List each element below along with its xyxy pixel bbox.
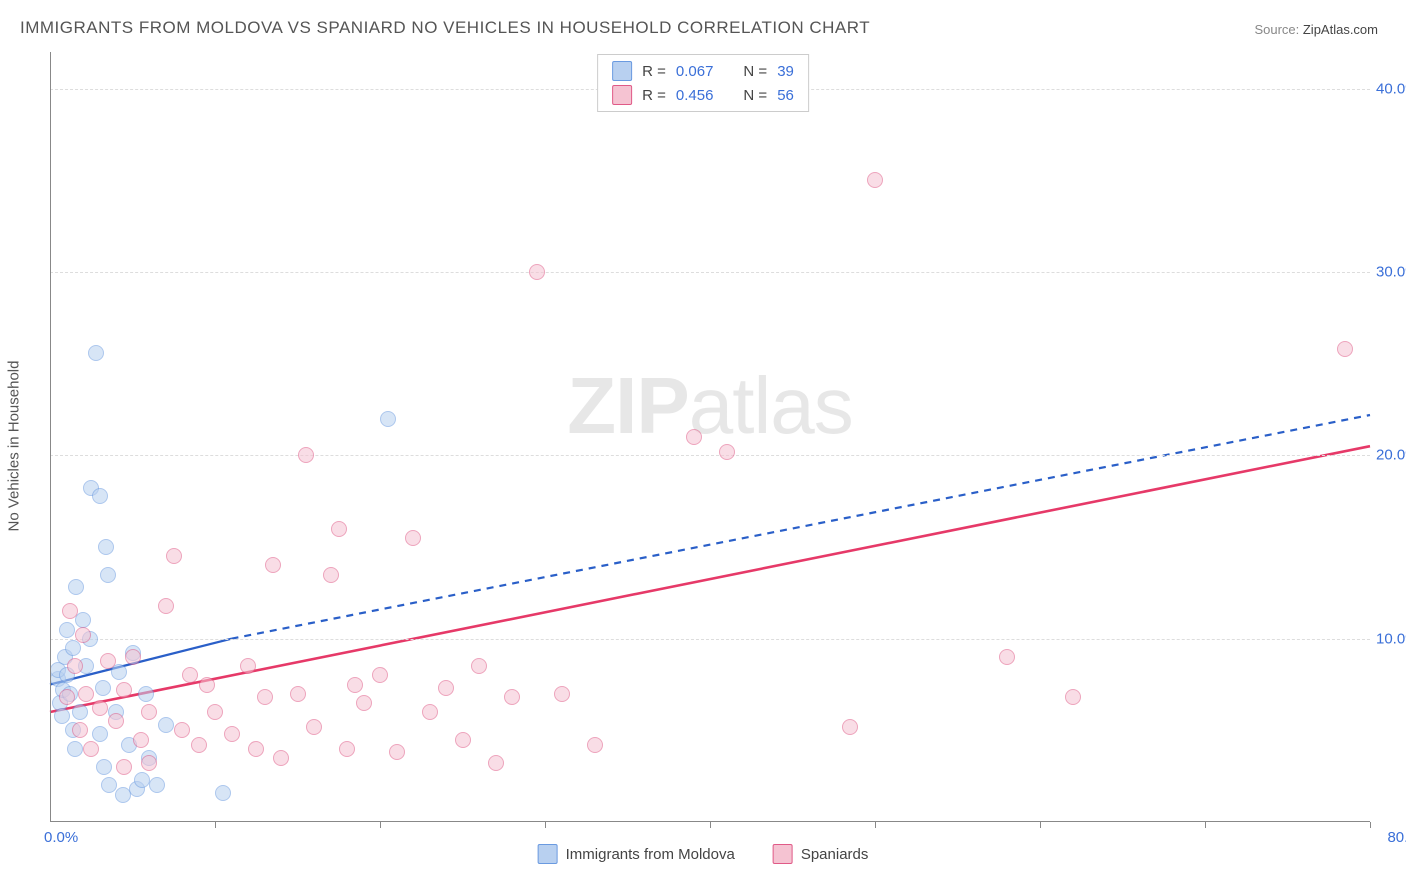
source-attribution: Source: ZipAtlas.com: [1254, 22, 1378, 37]
stats-legend-row: R = 0.067 N = 39: [598, 59, 808, 83]
series-swatch: [612, 61, 632, 81]
n-label: N =: [743, 63, 767, 80]
x-tick: [1040, 822, 1041, 828]
x-tick-label: 80.0%: [1387, 829, 1406, 846]
source-value: ZipAtlas.com: [1303, 22, 1378, 37]
x-tick: [380, 822, 381, 828]
x-tick: [1205, 822, 1206, 828]
x-tick: [215, 822, 216, 828]
n-value: 39: [777, 63, 794, 80]
legend-item: Spaniards: [773, 844, 869, 864]
stats-legend-row: R = 0.456 N = 56: [598, 83, 808, 107]
x-tick: [710, 822, 711, 828]
n-label: N =: [743, 87, 767, 104]
x-tick: [1370, 822, 1371, 828]
y-axis-title: No Vehicles in Household: [6, 361, 23, 532]
stats-legend: R = 0.067 N = 39 R = 0.456 N = 56: [597, 54, 809, 112]
series-swatch: [612, 85, 632, 105]
legend-item: Immigrants from Moldova: [538, 844, 735, 864]
y-tick-label: 40.0%: [1376, 80, 1406, 97]
series-swatch: [773, 844, 793, 864]
series-swatch: [538, 844, 558, 864]
x-tick: [875, 822, 876, 828]
page-title: IMMIGRANTS FROM MOLDOVA VS SPANIARD NO V…: [20, 18, 870, 38]
source-label: Source:: [1254, 22, 1302, 37]
r-value: 0.456: [676, 87, 714, 104]
series-name: Spaniards: [801, 846, 869, 863]
r-label: R =: [642, 63, 666, 80]
x-tick-label: 0.0%: [44, 829, 78, 846]
n-value: 56: [777, 87, 794, 104]
y-tick-label: 10.0%: [1376, 630, 1406, 647]
x-tick: [545, 822, 546, 828]
series-legend: Immigrants from Moldova Spaniards: [532, 842, 875, 866]
series-name: Immigrants from Moldova: [566, 846, 735, 863]
chart-frame: [50, 52, 1370, 822]
r-label: R =: [642, 87, 666, 104]
y-tick-label: 30.0%: [1376, 264, 1406, 281]
r-value: 0.067: [676, 63, 714, 80]
y-tick-label: 20.0%: [1376, 447, 1406, 464]
